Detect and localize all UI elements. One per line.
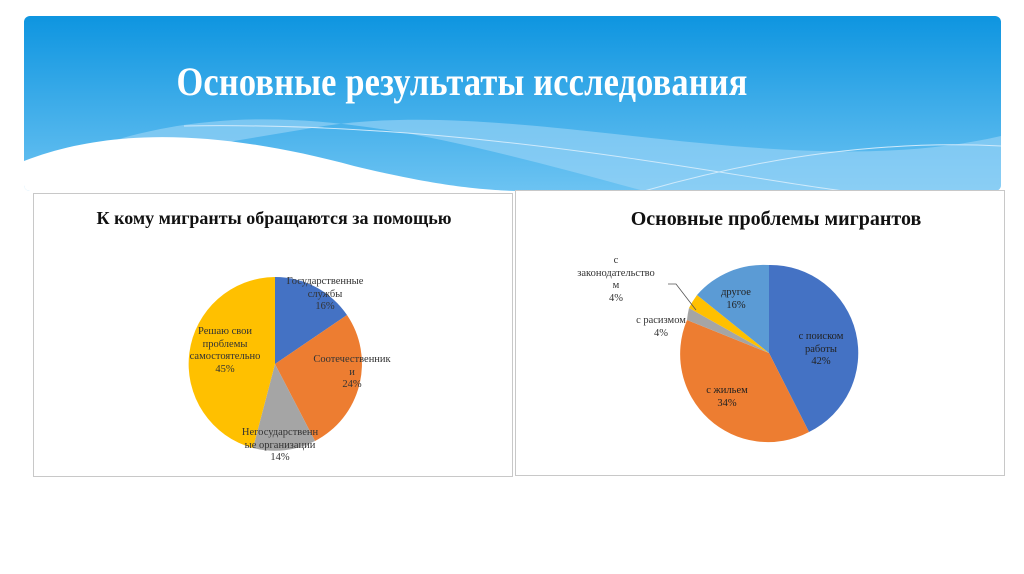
- slice-state-services: [275, 276, 347, 364]
- label-legislation: с законодательство м 4%: [577, 255, 655, 304]
- label-housing: с жильем 34%: [706, 385, 748, 409]
- chart-title: Основные проблемы мигрантов: [630, 208, 922, 230]
- slice-compatriots: [275, 315, 362, 441]
- label-ngo: Негосударственн ые организации 14%: [241, 427, 319, 463]
- slice-racism: [687, 308, 769, 353]
- label-job-search: с поиском работы 42%: [798, 331, 844, 367]
- leader-line: [668, 283, 697, 311]
- slice-ngo: [253, 364, 315, 451]
- label-other: другое 16%: [721, 287, 751, 311]
- label-compatriots: Соотечественник и 24%: [313, 354, 391, 390]
- label-racism: с расизмом 4%: [636, 315, 686, 339]
- slice-self: [188, 277, 275, 448]
- slice-other: [697, 264, 769, 353]
- title-banner: [24, 16, 1001, 191]
- slice-job-search: [769, 264, 859, 432]
- slice-housing: [680, 320, 809, 443]
- pie-chart: [668, 264, 859, 443]
- chart-who-migrants-turn-to: К кому мигранты обращаются за помощью Го…: [33, 193, 513, 477]
- label-self: Решаю свои проблемы самостоятельно 45%: [189, 326, 261, 375]
- label-state-services: Государственные службы 16%: [286, 276, 364, 312]
- slide-title: Основные результаты исследования: [176, 59, 748, 104]
- slice-legislation: [689, 295, 769, 353]
- chart-title: К кому мигранты обращаются за помощью: [96, 208, 452, 228]
- pie-chart: [188, 276, 362, 451]
- chart-main-migrant-problems: Основные проблемы мигрантов с поиском раб…: [515, 190, 1005, 476]
